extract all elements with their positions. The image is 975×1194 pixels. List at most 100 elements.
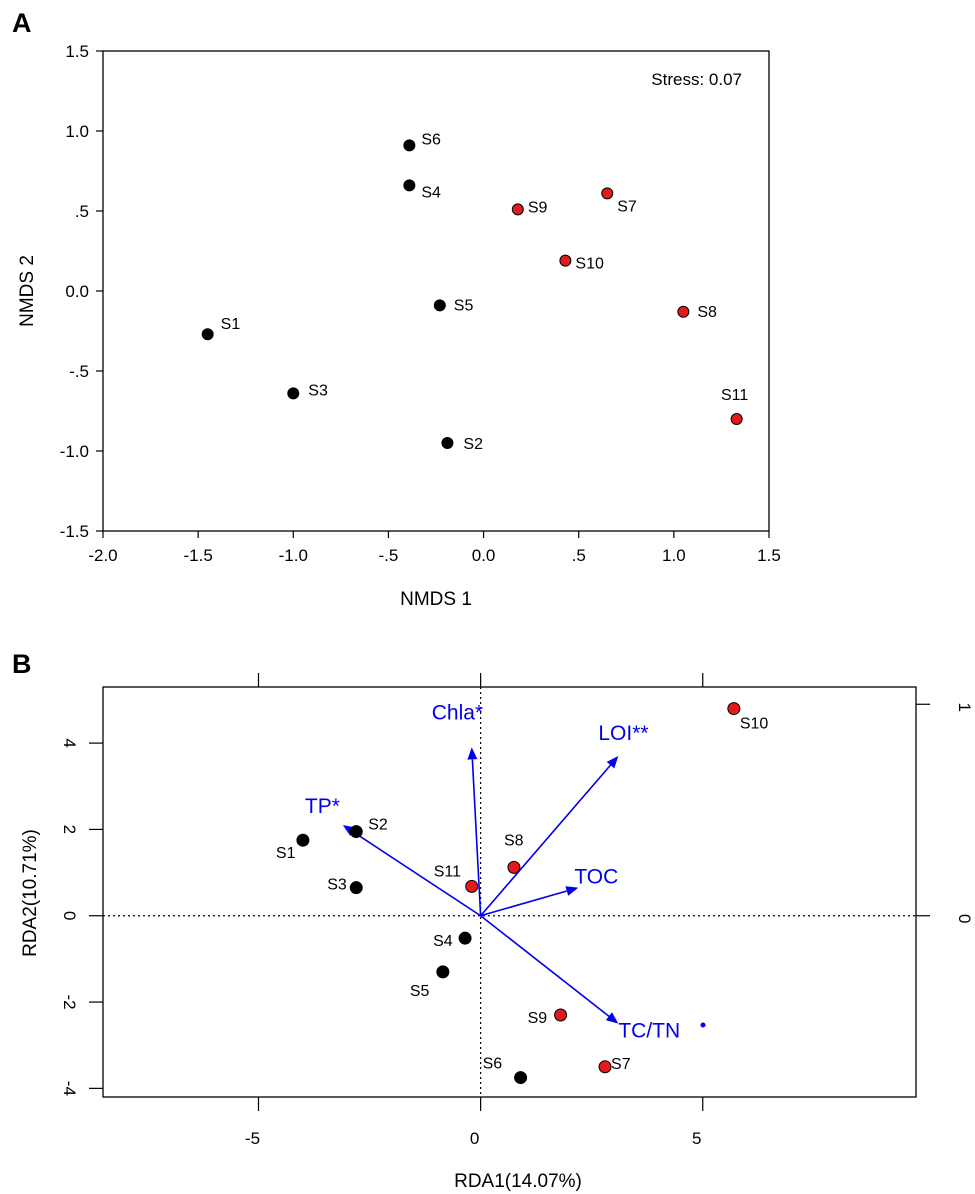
- vector-label-loi: LOI**: [598, 722, 648, 745]
- y-tick-label: -.5: [69, 362, 89, 381]
- point-s7: [598, 1060, 612, 1074]
- stress-annotation: Stress: 0.07: [651, 70, 742, 89]
- point-s1: [296, 833, 310, 847]
- point-label-s4: S4: [433, 933, 453, 950]
- x-tick-label: -1.5: [183, 546, 212, 565]
- point-label-s6: S6: [421, 131, 441, 148]
- stray-dot: [700, 1022, 706, 1028]
- point-s6: [403, 139, 416, 152]
- point-label-s7: S7: [617, 198, 637, 215]
- panel-b-y-title: RDA2(10.71%): [20, 829, 41, 957]
- right-tick-label: 1: [955, 703, 974, 712]
- panel-b-x-title: RDA1(14.07%): [454, 1171, 582, 1192]
- vector-arrowhead-toc: [565, 886, 579, 896]
- vector-label-chla: Chla*: [432, 701, 483, 724]
- vector-label-tctn: TC/TN: [618, 1020, 680, 1043]
- y-tick-label: -4: [60, 1081, 79, 1096]
- point-s2: [349, 825, 363, 839]
- point-s9: [511, 203, 524, 216]
- panel-a-points: S1 S2 S3 S4 S5 S6 S7 S8 S9 S10 S11: [201, 131, 748, 453]
- point-s6: [514, 1071, 528, 1085]
- point-label-s3: S3: [308, 382, 328, 399]
- panel-b-top-ticks: [257, 673, 704, 687]
- panel-a-x-title: NMDS 1: [400, 589, 472, 610]
- vector-tctn: [480, 915, 610, 1017]
- x-tick-label: 0.0: [472, 546, 496, 565]
- panel-a-y-title: NMDS 2: [17, 255, 38, 327]
- point-label-s11: S11: [434, 863, 461, 880]
- point-s5: [433, 299, 446, 312]
- vector-chla: [471, 759, 482, 916]
- y-tick-label: 1.5: [65, 42, 89, 61]
- vector-loi: [480, 764, 612, 917]
- point-s3: [287, 387, 300, 400]
- vector-arrowhead-loi: [606, 756, 619, 769]
- point-s1: [201, 328, 214, 341]
- x-tick-label: 5: [692, 1129, 701, 1148]
- panel-b-plot-frame: [102, 686, 917, 1098]
- x-tick-label: 1.0: [662, 546, 686, 565]
- point-label-s6: S6: [483, 1056, 503, 1073]
- x-tick-label: .5: [572, 546, 586, 565]
- point-s8: [677, 305, 690, 318]
- panel-a-y-ticks: 1.5 1.0 .5 0.0 -.5 -1.0 -1.5: [60, 42, 103, 541]
- point-label-s5: S5: [454, 297, 474, 314]
- point-s2: [441, 437, 454, 449]
- point-label-s11: S11: [721, 387, 748, 404]
- x-tick-label: -.5: [379, 546, 399, 565]
- right-tick-label: 0: [955, 914, 974, 923]
- point-s3: [349, 881, 363, 895]
- point-label-s1: S1: [276, 845, 296, 862]
- y-tick-label: -1.0: [60, 442, 89, 461]
- panel-b-vectors: Chla* LOI** TP* TOC TC/TN: [305, 701, 680, 1042]
- point-s5: [436, 965, 450, 979]
- x-tick-label: -1.0: [279, 546, 308, 565]
- y-tick-label: -2: [60, 994, 79, 1009]
- vector-toc: [480, 890, 568, 917]
- panel-b-x-ticks: -5 0 5: [245, 1097, 704, 1148]
- y-tick-label: 4: [60, 738, 79, 747]
- y-tick-label: 1.0: [65, 122, 89, 141]
- point-label-s9: S9: [528, 1010, 548, 1027]
- point-label-s10: S10: [575, 256, 604, 273]
- panel-b-right-ticks: 10: [916, 703, 974, 923]
- point-label-s8: S8: [504, 832, 524, 849]
- vector-label-tp: TP*: [305, 795, 340, 818]
- point-s4: [458, 931, 472, 945]
- point-label-s10: S10: [740, 716, 769, 733]
- point-label-s5: S5: [410, 983, 430, 1000]
- point-s4: [403, 179, 416, 192]
- x-tick-label: 1.5: [757, 546, 781, 565]
- vector-arrowhead-chla: [467, 747, 478, 760]
- x-tick-label: -5: [245, 1129, 260, 1148]
- point-s8: [507, 860, 521, 874]
- point-label-s2: S2: [463, 436, 483, 453]
- point-label-s8: S8: [697, 304, 717, 321]
- point-label-s1: S1: [221, 316, 241, 333]
- point-label-s4: S4: [421, 184, 441, 201]
- point-label-s7: S7: [611, 1056, 631, 1073]
- x-tick-label: 0: [470, 1129, 479, 1148]
- point-label-s2: S2: [368, 817, 388, 834]
- point-s11: [730, 413, 743, 425]
- y-tick-label: 0: [60, 911, 79, 920]
- panel-b-points: S1 S2 S3 S4 S5 S6 S7 S8 S9 S10 S11: [276, 702, 769, 1085]
- panel-a-x-ticks: -2.0 -1.5 -1.0 -.5 0.0 .5 1.0 1.5: [88, 531, 781, 565]
- vector-tp: [352, 831, 482, 917]
- y-tick-label: 0.0: [65, 282, 89, 301]
- point-s9: [554, 1008, 568, 1022]
- vector-label-toc: TOC: [574, 866, 618, 889]
- panel-a-plot-frame: [102, 50, 770, 532]
- x-tick-label: -2.0: [88, 546, 117, 565]
- panel-b-reference-lines: [103, 687, 916, 1097]
- y-tick-label: -1.5: [60, 522, 89, 541]
- point-s10: [727, 702, 741, 716]
- point-s7: [601, 187, 614, 200]
- panel-b-label: B: [12, 649, 32, 679]
- point-label-s3: S3: [327, 877, 347, 894]
- vector-arrowhead-tctn: [605, 1012, 619, 1024]
- point-s10: [559, 254, 572, 267]
- panel-a-label: A: [12, 8, 32, 38]
- y-tick-label: .5: [75, 202, 89, 221]
